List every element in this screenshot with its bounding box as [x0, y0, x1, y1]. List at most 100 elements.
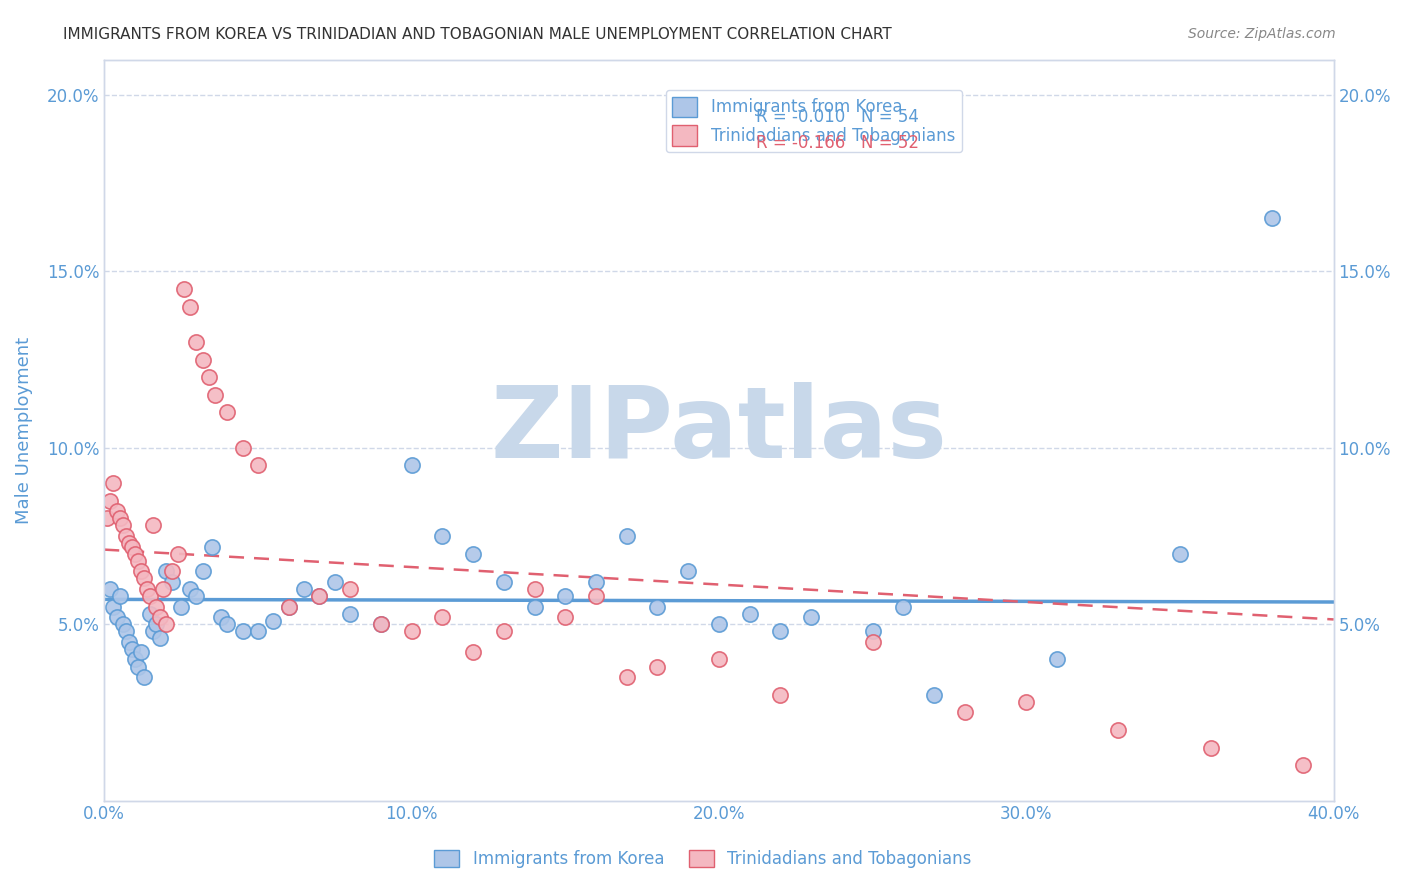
Point	[160, 574, 183, 589]
Point	[201, 540, 224, 554]
Point	[142, 624, 165, 639]
Point	[186, 589, 208, 603]
Point	[1168, 547, 1191, 561]
Point	[186, 334, 208, 349]
Text: ZIPatlas: ZIPatlas	[491, 382, 948, 479]
Point	[370, 617, 392, 632]
Point	[232, 441, 254, 455]
Point	[124, 652, 146, 666]
Legend: Immigrants from Korea, Trinidadians and Tobagonians: Immigrants from Korea, Trinidadians and …	[427, 843, 979, 875]
Point	[127, 659, 149, 673]
Point	[339, 582, 361, 596]
Point	[124, 547, 146, 561]
Point	[461, 547, 484, 561]
Text: R = -0.010   N = 54: R = -0.010 N = 54	[756, 108, 918, 126]
Point	[100, 582, 122, 596]
Point	[401, 458, 423, 473]
Text: IMMIGRANTS FROM KOREA VS TRINIDADIAN AND TOBAGONIAN MALE UNEMPLOYMENT CORRELATIO: IMMIGRANTS FROM KOREA VS TRINIDADIAN AND…	[63, 27, 891, 42]
Point	[707, 652, 730, 666]
Point	[769, 624, 792, 639]
Point	[862, 635, 884, 649]
Point	[1199, 740, 1222, 755]
Point	[246, 458, 269, 473]
Point	[145, 617, 167, 632]
Point	[432, 529, 454, 543]
Point	[277, 599, 299, 614]
Point	[111, 518, 134, 533]
Point	[108, 589, 131, 603]
Point	[197, 370, 219, 384]
Point	[769, 688, 792, 702]
Point	[401, 624, 423, 639]
Point	[145, 599, 167, 614]
Point	[191, 352, 214, 367]
Point	[118, 536, 141, 550]
Point	[339, 607, 361, 621]
Point	[191, 564, 214, 578]
Point	[129, 564, 152, 578]
Point	[114, 624, 136, 639]
Point	[432, 610, 454, 624]
Y-axis label: Male Unemployment: Male Unemployment	[15, 336, 32, 524]
Point	[676, 564, 699, 578]
Point	[105, 610, 128, 624]
Point	[1292, 758, 1315, 772]
Text: Source: ZipAtlas.com: Source: ZipAtlas.com	[1188, 27, 1336, 41]
Point	[308, 589, 330, 603]
Point	[105, 504, 128, 518]
Point	[707, 617, 730, 632]
Point	[170, 599, 193, 614]
Point	[173, 282, 195, 296]
Point	[616, 670, 638, 684]
Legend: Immigrants from Korea, Trinidadians and Tobagonians: Immigrants from Korea, Trinidadians and …	[666, 90, 962, 153]
Point	[142, 518, 165, 533]
Point	[292, 582, 315, 596]
Point	[129, 645, 152, 659]
Point	[554, 589, 576, 603]
Point	[217, 405, 239, 419]
Point	[127, 554, 149, 568]
Point	[179, 582, 201, 596]
Point	[554, 610, 576, 624]
Point	[308, 589, 330, 603]
Point	[800, 610, 823, 624]
Point	[136, 582, 159, 596]
Point	[492, 624, 515, 639]
Point	[523, 599, 546, 614]
Point	[96, 511, 118, 525]
Point	[738, 607, 761, 621]
Point	[209, 610, 232, 624]
Point	[148, 610, 170, 624]
Point	[179, 300, 201, 314]
Point	[217, 617, 239, 632]
Point	[647, 599, 669, 614]
Point	[891, 599, 914, 614]
Point	[121, 540, 143, 554]
Point	[103, 476, 125, 491]
Point	[155, 564, 177, 578]
Point	[111, 617, 134, 632]
Point	[647, 659, 669, 673]
Point	[160, 564, 183, 578]
Point	[152, 582, 174, 596]
Point	[370, 617, 392, 632]
Point	[922, 688, 945, 702]
Point	[134, 571, 156, 585]
Point	[103, 599, 125, 614]
Point	[585, 574, 607, 589]
Point	[585, 589, 607, 603]
Point	[523, 582, 546, 596]
Point	[134, 670, 156, 684]
Point	[232, 624, 254, 639]
Point	[114, 529, 136, 543]
Point	[277, 599, 299, 614]
Point	[108, 511, 131, 525]
Point	[118, 635, 141, 649]
Point	[862, 624, 884, 639]
Point	[262, 614, 284, 628]
Point	[139, 607, 162, 621]
Point	[953, 706, 976, 720]
Point	[492, 574, 515, 589]
Point	[1261, 211, 1284, 226]
Point	[616, 529, 638, 543]
